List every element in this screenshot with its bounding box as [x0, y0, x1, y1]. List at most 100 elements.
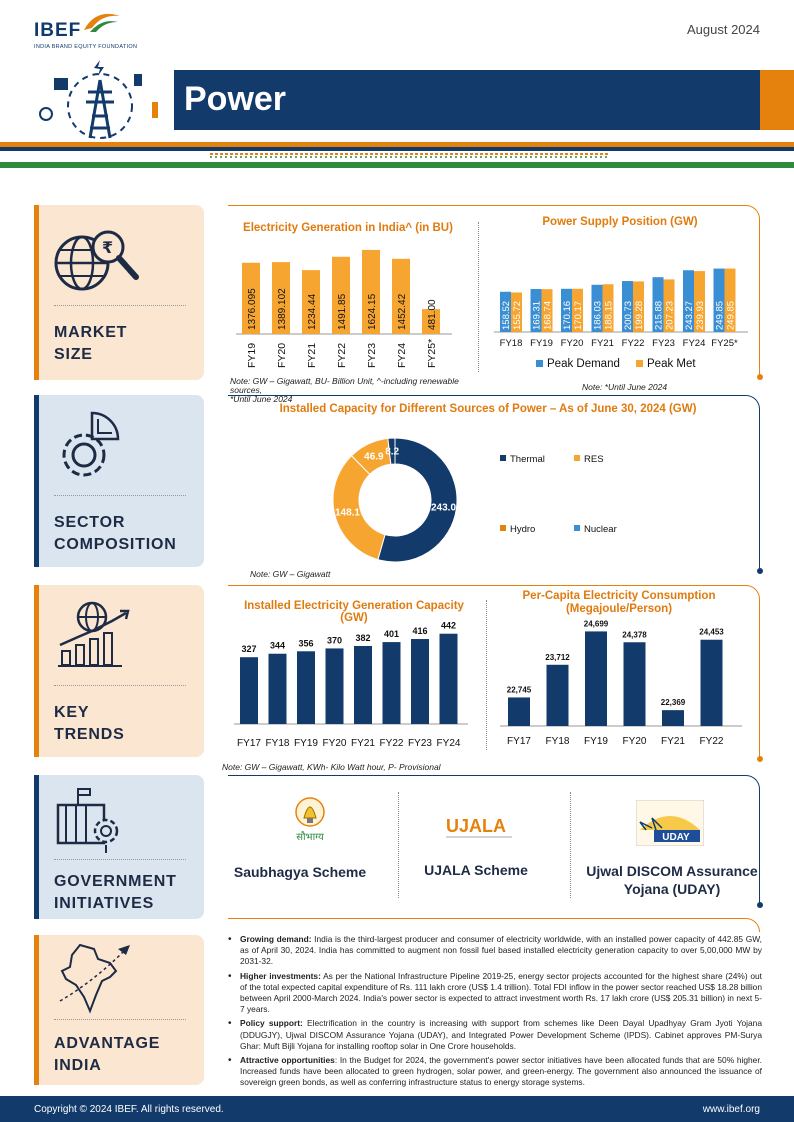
- legend-label: Nuclear: [584, 524, 617, 535]
- tick-label: FY25*: [426, 339, 438, 368]
- panel-advantage: [228, 918, 760, 932]
- globe-search-icon: ₹: [54, 230, 139, 291]
- bar: [662, 710, 684, 726]
- legend-swatch: [574, 455, 580, 461]
- tick-label: FY21: [661, 736, 685, 747]
- tick-label: FY22: [336, 343, 348, 368]
- tick-label: FY19: [530, 338, 553, 349]
- panel-marker-dot: [757, 374, 763, 380]
- bar: [572, 288, 583, 332]
- bar: [422, 309, 440, 334]
- title-bar: [174, 70, 760, 130]
- brand-tagline: INDIA BRAND EQUITY FOUNDATION: [34, 44, 138, 50]
- globe-growth-chart-icon: [58, 601, 130, 667]
- card-key-trends: KEY TRENDS: [34, 585, 204, 757]
- page-title: Power: [184, 80, 287, 118]
- chart-legend-sources: Thermal RES Hydro Nuclear: [500, 454, 617, 535]
- data-label: 249.85: [726, 301, 737, 330]
- bar: [302, 270, 320, 334]
- saubhagya-logo: सौभाग्य: [295, 797, 325, 843]
- data-label: 481.00: [427, 299, 438, 330]
- data-label: 46.9: [364, 451, 384, 462]
- section-label-advantage: ADVANTAGE: [54, 1035, 161, 1052]
- footer-website-link[interactable]: www.ibef.org: [702, 1104, 760, 1115]
- bar: [541, 289, 553, 332]
- tick-label: FY21: [306, 343, 318, 368]
- bar: [240, 657, 258, 724]
- section-label-india: INDIA: [54, 1057, 102, 1074]
- data-label: 239.93: [695, 301, 706, 330]
- bar: [623, 642, 646, 726]
- panel-market-size: [228, 205, 760, 377]
- advantage-item: Higher investments: As per the National …: [228, 971, 762, 1016]
- bar: [439, 633, 458, 724]
- chart-title-per-capita: Per-Capita Electricity Consumption (Megaj…: [522, 590, 716, 615]
- chart-per-capita: 22,745 FY17 23,712 FY18 24,699 FY19 24,378 FY20…: [500, 619, 742, 747]
- scheme-uday: Ujwal DISCOM Assurance Yojana (UDAY): [586, 863, 758, 897]
- bar: [700, 639, 723, 726]
- panel-marker-dot: [757, 568, 763, 574]
- chart-title-generation: Electricity Generation in India^ (in BU): [243, 222, 453, 234]
- ujala-logo: UJALA: [446, 816, 512, 838]
- bar: [325, 648, 344, 724]
- tick-label: FY22: [700, 736, 724, 747]
- bar: [585, 631, 607, 726]
- data-label: 8.2: [385, 447, 399, 458]
- chart-installed-sources: 243.0 148.1 46.9 8.2: [332, 437, 458, 563]
- card-sector-composition: SECTOR COMPOSITION: [34, 395, 204, 567]
- panel-government: [228, 775, 760, 905]
- data-label: 148.1: [335, 508, 360, 519]
- note-trends: Note: GW – Gigawatt, KWh- Kilo Watt hour…: [222, 762, 441, 772]
- uday-logo: UDAY: [636, 800, 704, 846]
- section-label-market: MARKET: [54, 324, 128, 341]
- advantage-item: Growing demand: India is the third-large…: [228, 934, 762, 968]
- bar: [508, 697, 530, 726]
- data-label: 1389.102: [277, 288, 288, 330]
- bar: [392, 258, 410, 334]
- section-label-trends: TRENDS: [54, 726, 125, 743]
- pie-slice: [377, 437, 458, 563]
- government-building-gear-icon: [56, 788, 119, 853]
- tick-label: FY20: [623, 736, 647, 747]
- bar: [530, 289, 542, 332]
- data-label: 1624.15: [367, 293, 378, 330]
- tick-label: FY23: [408, 738, 432, 749]
- gear-chart-icon: [62, 411, 120, 477]
- saubhagya-logo-text: सौभाग्य: [296, 831, 324, 843]
- data-label: 23,712: [545, 653, 570, 662]
- data-label: 1452.42: [397, 293, 408, 330]
- chart-title-installed-capacity: Installed Electricity Generation Capacit…: [244, 600, 464, 624]
- data-label: 168.74: [543, 301, 554, 330]
- card-market-size: ₹ MARKET SIZE: [34, 205, 204, 380]
- data-label: 22,369: [661, 698, 686, 707]
- tick-label: FY17: [507, 736, 531, 747]
- tick-label: FY21: [351, 738, 375, 749]
- tick-label: FY20: [561, 338, 584, 349]
- data-label: 1234.44: [307, 293, 318, 330]
- india-map-plane-icon: [59, 943, 130, 1014]
- data-label: 170.17: [573, 301, 584, 330]
- bar: [724, 268, 736, 332]
- advantage-list: Growing demand: India is the third-large…: [228, 934, 762, 1092]
- tick-label: FY23: [366, 343, 378, 368]
- tick-label: FY21: [591, 338, 614, 349]
- bar: [561, 288, 572, 332]
- legend-swatch: [574, 525, 580, 531]
- section-label-government: GOVERNMENT: [54, 873, 177, 890]
- tick-label: FY22: [380, 738, 404, 749]
- brand-logo: IBEF: [34, 20, 82, 41]
- legend-label: Thermal: [510, 454, 545, 465]
- data-label: 207.23: [665, 301, 676, 330]
- data-label: 356: [298, 638, 313, 648]
- bar: [652, 277, 664, 332]
- bar: [382, 642, 401, 724]
- bar: [268, 653, 287, 724]
- divider: [486, 600, 487, 750]
- tick-label: FY19: [294, 738, 318, 749]
- bar: [297, 651, 315, 724]
- bar: [354, 645, 372, 724]
- divider: [570, 792, 571, 898]
- pie-slice: [387, 437, 396, 465]
- advantage-item: Attractive opportunities: In the Budget …: [228, 1055, 762, 1089]
- bar: [411, 639, 429, 724]
